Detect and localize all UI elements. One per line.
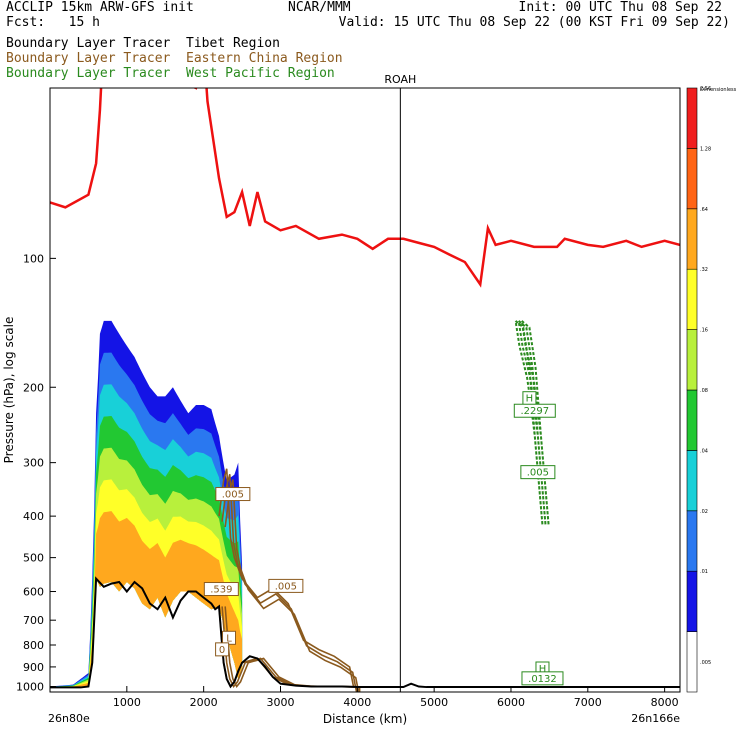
x-tick-label-5: 6000 xyxy=(497,696,525,709)
colorbar-label-8: 1.28 xyxy=(700,146,711,152)
colorbar-label-4: .08 xyxy=(700,388,708,394)
y-tick-label-7: 800 xyxy=(23,639,44,652)
y-tick-label-8: 900 xyxy=(23,661,44,674)
y-tick-label-5: 600 xyxy=(23,586,44,599)
contour-label-8: H xyxy=(539,664,547,675)
x-tick-label-1: 2000 xyxy=(190,696,218,709)
header-right-line2: Valid: 15 UTC Thu 08 Sep 22 (00 KST Fri … xyxy=(338,15,730,30)
contour-label-3: L xyxy=(226,633,232,644)
x-tick-label-3: 4000 xyxy=(343,696,371,709)
plot-frame xyxy=(49,87,681,693)
west-pacific-contour-2 xyxy=(520,320,550,526)
right-end-label: 26n166e xyxy=(631,712,680,725)
contour-label-1: .005 xyxy=(275,581,297,592)
colorbar-swatch-8 xyxy=(686,148,698,210)
legend-entry-west-pacific: Boundary Layer Tracer West Pacific Regio… xyxy=(6,66,335,81)
contour-label-4: 0 xyxy=(219,645,225,656)
colorbar-swatch-0 xyxy=(686,631,698,693)
colorbar-swatch-9 xyxy=(686,87,698,149)
contour-label-box-6 xyxy=(513,403,556,418)
colorbar-label-1: .01 xyxy=(700,569,708,575)
east-china-contour-2 xyxy=(224,479,361,692)
y-tick-label-9: 1000 xyxy=(16,681,44,694)
contour-label-2: .539 xyxy=(210,585,232,596)
colorbar-swatch-4 xyxy=(686,389,698,451)
contour-label-box-9 xyxy=(521,671,564,686)
colorbar-label-2: .02 xyxy=(700,509,708,515)
y-axis-label: Pressure (hPa), log scale xyxy=(2,317,16,464)
colorbar-swatch-7 xyxy=(686,208,698,270)
x-axis-ticks: 1000 2000 3000 4000 5000 6000 7000 8000 xyxy=(113,686,679,709)
x-tick-label-4: 5000 xyxy=(420,696,448,709)
contour-label-7: .005 xyxy=(527,468,549,479)
contour-label-5: H xyxy=(526,394,534,405)
contour-label-9: .0132 xyxy=(528,674,557,685)
x-axis-label: Distance (km) xyxy=(323,712,407,726)
y-tick-label-0: 100 xyxy=(23,252,44,265)
x-tick-label-7: 8000 xyxy=(651,696,679,709)
left-end-label: 26n80e xyxy=(48,712,90,725)
x-tick-label-6: 7000 xyxy=(574,696,602,709)
y-tick-label-6: 700 xyxy=(23,614,44,627)
colorbar-title: Dimensionless xyxy=(700,87,737,93)
tracer-contours xyxy=(218,320,550,692)
colorbar-swatch-5 xyxy=(686,329,698,391)
y-tick-label-1: 200 xyxy=(23,381,44,394)
contour-label-box-7 xyxy=(520,465,556,480)
legend-entry-eastern-china: Boundary Layer Tracer Eastern China Regi… xyxy=(6,51,343,66)
legend-entry-tibet: Boundary Layer Tracer Tibet Region xyxy=(6,36,280,51)
terrain-line xyxy=(50,576,680,689)
colorbar-swatch-6 xyxy=(686,268,698,330)
contour-label-box-0 xyxy=(215,487,251,502)
x-tick-label-0: 1000 xyxy=(113,696,141,709)
roah-marker-label: ROAH xyxy=(384,73,416,86)
colorbar-label-3: .04 xyxy=(700,448,708,454)
colorbar: .005 .01 .02 .04 .08 .16 .32 .64 1.28 2.56Dimensi… xyxy=(686,86,737,693)
contour-label-box-2 xyxy=(203,582,239,597)
tropopause-line xyxy=(50,88,680,288)
colorbar-swatch-3 xyxy=(686,450,698,512)
colorbar-label-0: .005 xyxy=(700,660,711,666)
header-left-line1: ACCLIP 15km ARW-GFS init xyxy=(6,0,194,15)
header-right-line1: Init: 00 UTC Thu 08 Sep 22 xyxy=(518,0,723,15)
header-center: NCAR/MMM xyxy=(288,0,351,15)
colorbar-swatch-1 xyxy=(686,570,698,632)
y-tick-label-4: 500 xyxy=(23,552,44,565)
east-china-contour-1 xyxy=(221,474,358,692)
colorbar-swatch-2 xyxy=(686,510,698,572)
west-pacific-contour-1 xyxy=(517,320,547,526)
contour-label-box-1 xyxy=(268,578,304,593)
colorbar-label-7: .64 xyxy=(700,207,708,213)
contour-label-0: .005 xyxy=(222,490,244,501)
y-tick-label-3: 400 xyxy=(23,510,44,523)
y-axis-ticks: 100 200 300 400 500 600 700 800 900 1000 xyxy=(16,252,56,694)
contour-label-box-4 xyxy=(215,642,230,657)
x-tick-label-2: 3000 xyxy=(266,696,294,709)
tibet-tracer-shading xyxy=(50,320,243,688)
tracer-band-6 xyxy=(50,511,243,688)
header-left-line2: Fcst: 15 h xyxy=(6,15,100,30)
colorbar-label-5: .16 xyxy=(700,328,708,334)
colorbar-label-6: .32 xyxy=(700,267,708,273)
contour-label-6: .2297 xyxy=(520,406,549,417)
west-pacific-contour-0 xyxy=(514,320,544,526)
y-tick-label-2: 300 xyxy=(23,457,44,470)
colorbar-label-9: 2.56 xyxy=(700,86,711,92)
